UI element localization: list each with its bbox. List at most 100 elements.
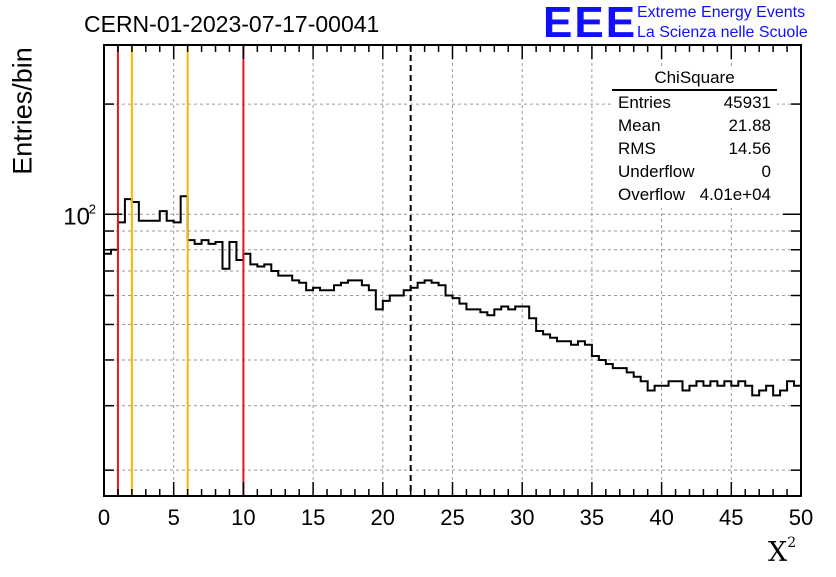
histogram-bin — [787, 381, 794, 496]
histogram-bin — [397, 295, 404, 496]
histogram-bin — [160, 211, 167, 496]
histogram-bin — [543, 334, 550, 496]
histogram-bin — [627, 372, 634, 496]
stats-value: 4.01e+04 — [699, 185, 771, 204]
y-tick-label-exponent: 2 — [89, 201, 96, 216]
histogram-bin — [487, 315, 494, 496]
histogram-bin — [599, 360, 606, 496]
histogram-bin — [278, 276, 285, 496]
y-tick-label: 10 — [63, 203, 90, 230]
stats-value: 14.56 — [728, 139, 771, 158]
stats-title: ChiSquare — [612, 68, 777, 91]
histogram-bin — [313, 288, 320, 496]
histogram-bin — [348, 280, 355, 496]
histogram-bin — [446, 295, 453, 496]
stats-box: ChiSquare Entries 45931 Mean 21.88 RMS 14.5… — [612, 68, 777, 208]
histogram-bin — [327, 290, 334, 496]
histogram-bin — [432, 283, 439, 496]
histogram-bin — [508, 309, 515, 496]
stats-row: RMS 14.56 — [612, 139, 777, 162]
histogram-bin — [613, 368, 620, 496]
histogram-bin — [564, 341, 571, 496]
x-tick-label: 20 — [371, 505, 395, 530]
x-tick-label: 45 — [719, 505, 743, 530]
x-tick-label: 5 — [168, 505, 180, 530]
histogram-bin — [390, 295, 397, 496]
histogram-bin — [634, 377, 641, 496]
histogram-bin — [529, 318, 536, 496]
histogram-bin — [550, 338, 557, 496]
histogram-bin — [188, 240, 195, 496]
histogram-bin — [425, 280, 432, 496]
histogram-bin — [104, 254, 111, 496]
y-axis-label: Entries/bin — [8, 38, 38, 183]
histogram-bin — [717, 386, 724, 496]
histogram-bin — [655, 386, 662, 496]
x-axis-label: X2 — [768, 535, 796, 568]
logo-line-1: Extreme Energy Events — [637, 4, 806, 21]
histogram-bin — [355, 280, 362, 496]
histogram-bin — [501, 306, 508, 496]
histogram-bin — [669, 381, 676, 496]
x-tick-label: 50 — [789, 505, 813, 530]
stats-row: Entries 45931 — [612, 93, 777, 116]
histogram-bin — [480, 312, 487, 496]
stats-value: 21.88 — [728, 116, 771, 135]
histogram-bin — [306, 290, 313, 496]
x-tick-label: 0 — [98, 505, 110, 530]
histogram-bin — [683, 391, 690, 496]
histogram-bin — [257, 267, 264, 496]
histogram-bin — [648, 391, 655, 496]
histogram-bin — [174, 222, 181, 496]
histogram-bin — [710, 381, 717, 496]
histogram-bin — [369, 290, 376, 496]
logo-line-2: La Scienza nelle Scuole — [637, 24, 808, 41]
histogram-bin — [285, 276, 292, 496]
histogram-bin — [292, 280, 299, 496]
histogram-bin — [243, 254, 250, 496]
histogram-bin — [745, 386, 752, 496]
histogram-bin — [195, 244, 202, 496]
histogram-bin — [724, 381, 731, 496]
histogram-bin — [592, 356, 599, 496]
histogram-bin — [515, 306, 522, 496]
histogram-bin — [738, 381, 745, 496]
stats-row: Mean 21.88 — [612, 116, 777, 139]
histogram-bin — [571, 345, 578, 496]
stats-value: 0 — [761, 162, 771, 181]
histogram-bin — [216, 242, 223, 496]
histogram-bin — [181, 196, 188, 496]
histogram-bin — [731, 386, 738, 496]
histogram-bin — [703, 386, 710, 496]
histogram-bin — [111, 250, 118, 496]
histogram-bin — [376, 309, 383, 496]
histogram-series-line — [104, 195, 801, 397]
histogram-bin — [459, 304, 466, 496]
x-tick-label: 10 — [231, 505, 255, 530]
histogram-bin — [209, 244, 216, 496]
histogram-bin — [132, 202, 139, 496]
x-axis-label-text: X — [768, 537, 788, 568]
x-tick-label: 40 — [649, 505, 673, 530]
x-tick-label: 15 — [301, 505, 325, 530]
histogram-bin — [250, 264, 257, 496]
histogram-bin — [752, 395, 759, 496]
histogram-bin — [236, 260, 243, 496]
histogram-bin — [118, 222, 125, 496]
histogram-bin — [585, 345, 592, 496]
stats-key: RMS — [618, 139, 656, 158]
histogram-bin — [696, 381, 703, 496]
histogram-bin — [453, 298, 460, 496]
histogram-bin — [139, 221, 146, 496]
histogram-bin — [780, 391, 787, 496]
histogram-bin — [662, 386, 669, 496]
stats-row: Underflow 0 — [612, 162, 777, 185]
histogram-bin — [676, 381, 683, 496]
y-axis-label-text: Entries/bin — [7, 46, 38, 175]
histogram-bin — [418, 283, 425, 496]
histogram-bin — [557, 341, 564, 496]
histogram-bin — [689, 386, 696, 496]
histogram-bin — [766, 386, 773, 496]
